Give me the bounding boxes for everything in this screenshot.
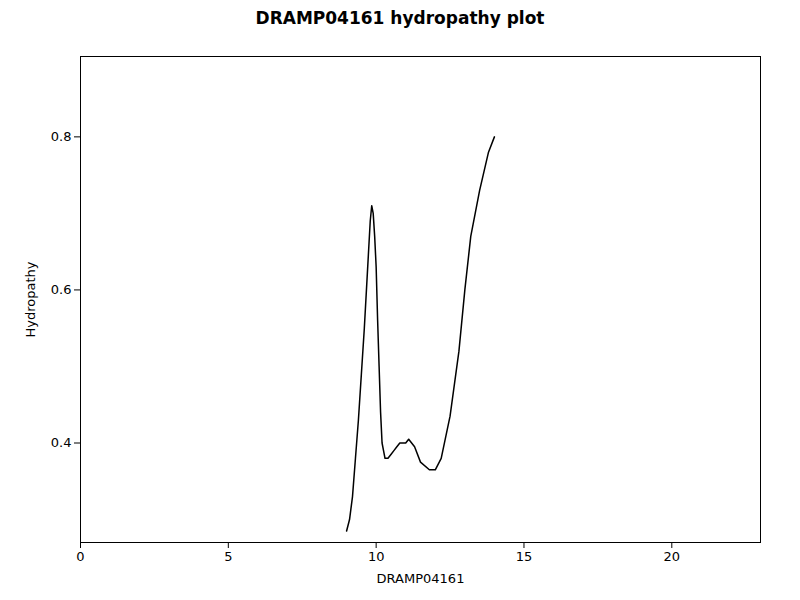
svg-text:5: 5: [224, 549, 232, 564]
svg-text:0.6: 0.6: [51, 282, 72, 297]
html-text:DRAMP04161 hydropathy plot: DRAMP04161 hydropathy plot: [255, 8, 545, 28]
svg-text:10: 10: [368, 549, 385, 564]
svg-text:15: 15: [516, 549, 533, 564]
svg-text:20: 20: [664, 549, 681, 564]
svg-text:Hydropathy: Hydropathy: [23, 261, 38, 337]
svg-text:0: 0: [76, 549, 84, 564]
svg-text:DRAMP04161: DRAMP04161: [377, 571, 465, 586]
svg-text:0.8: 0.8: [51, 129, 72, 144]
svg-text:0.4: 0.4: [51, 435, 72, 450]
